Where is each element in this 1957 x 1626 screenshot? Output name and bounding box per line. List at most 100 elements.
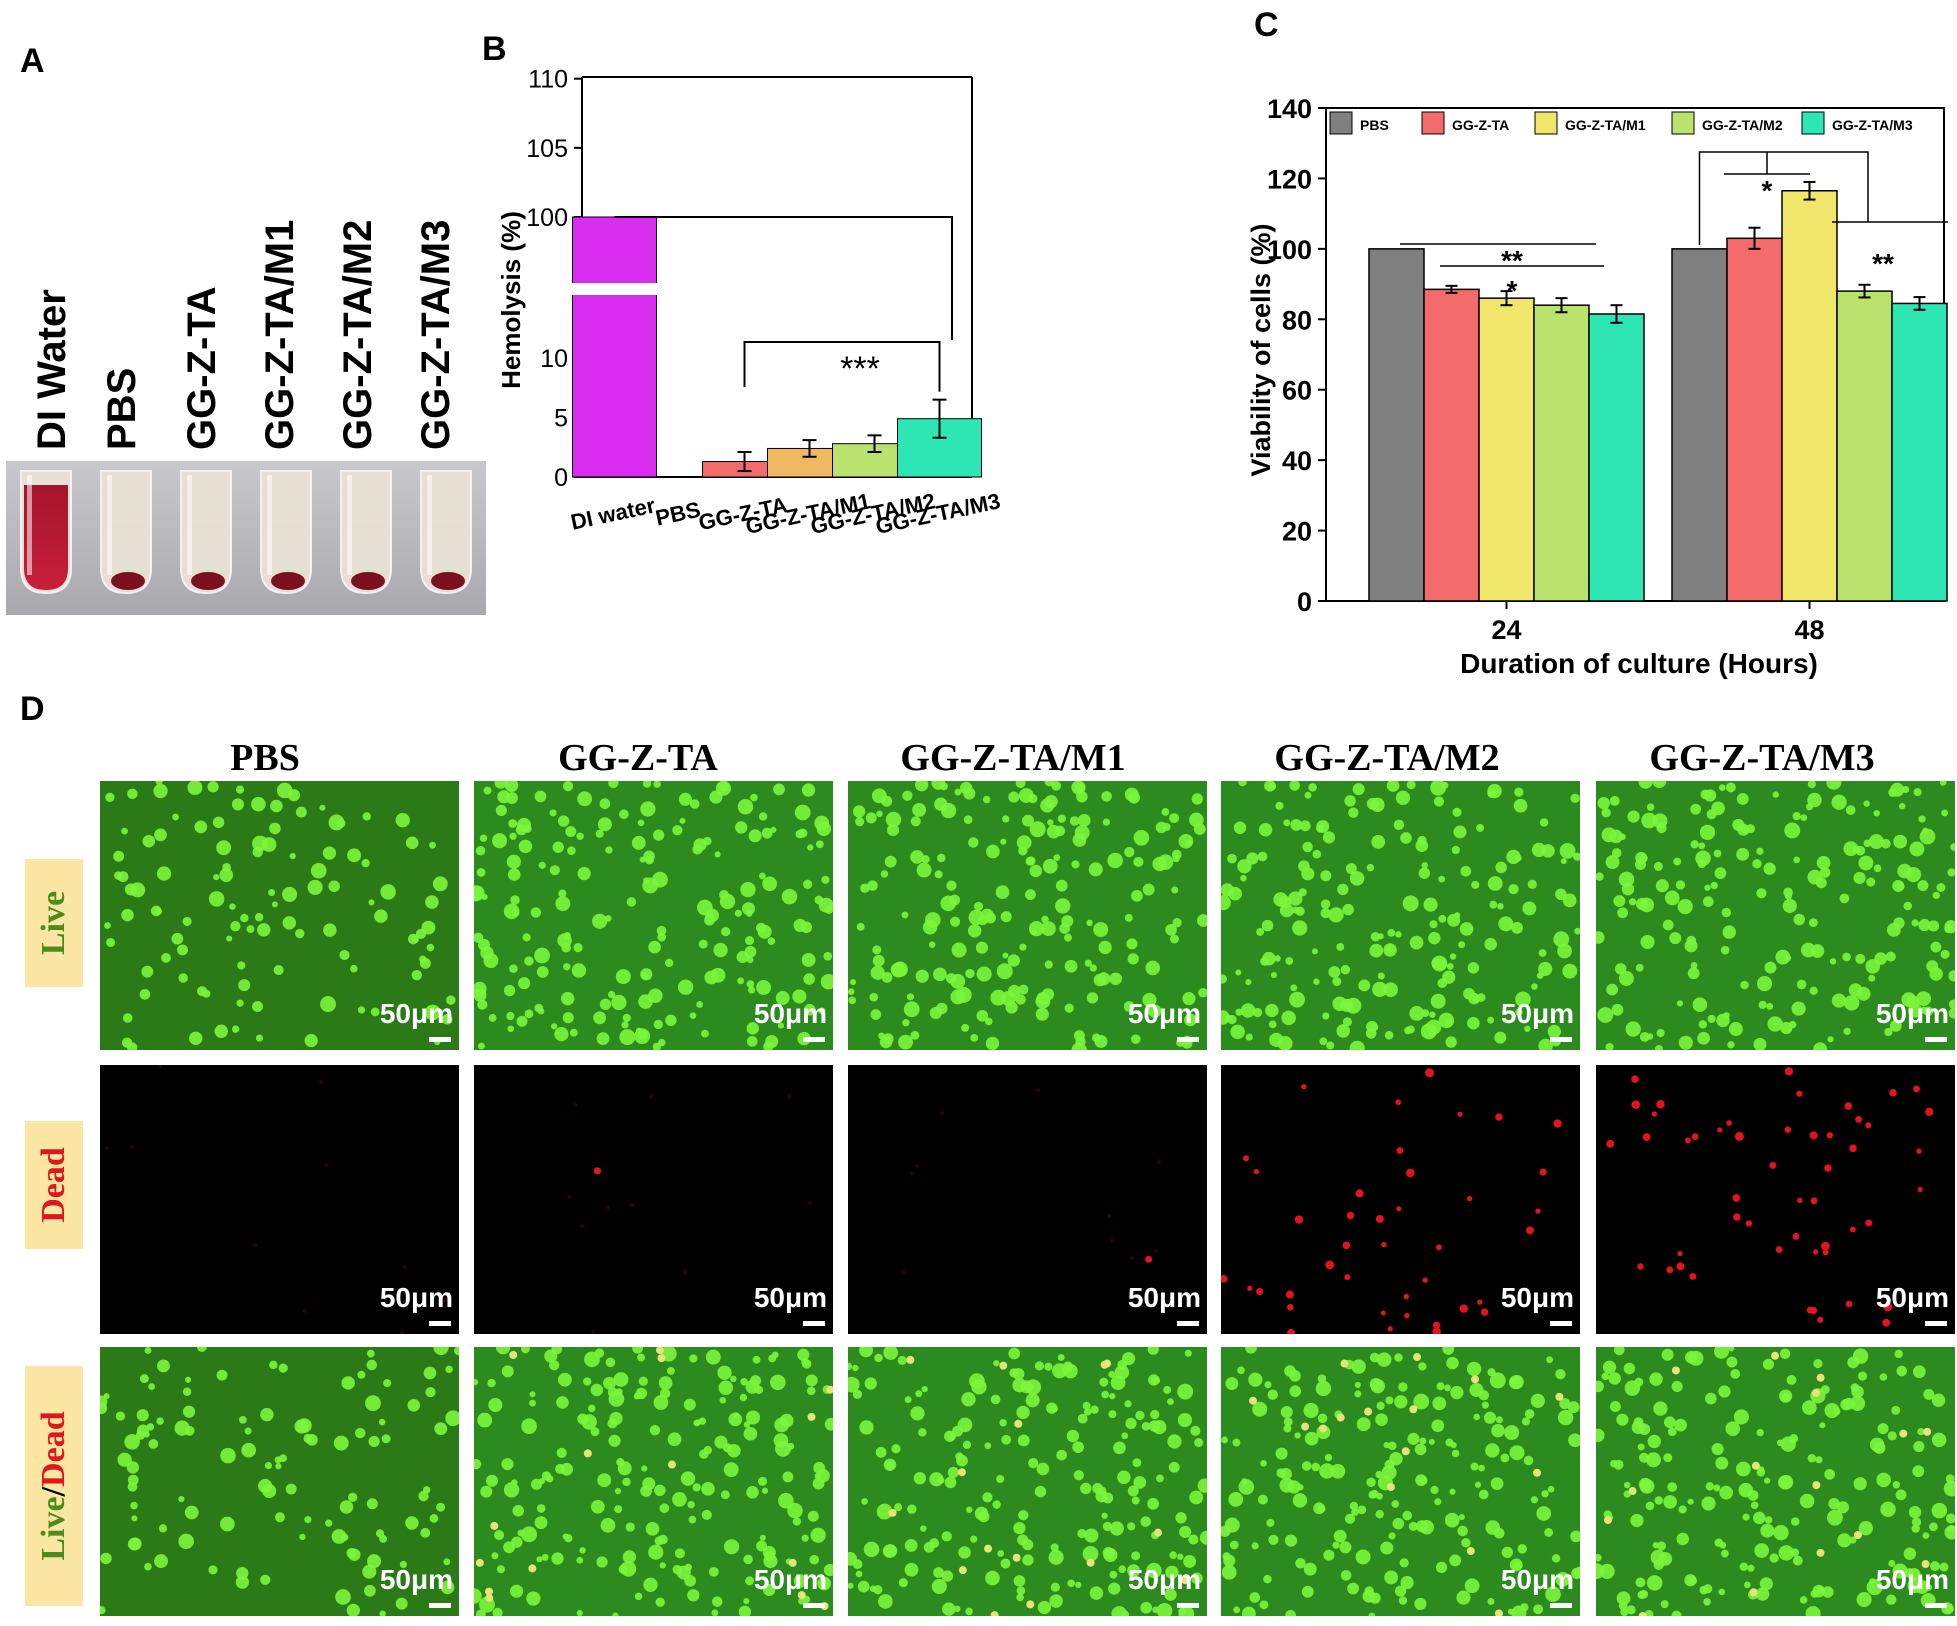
- live-cell: [374, 909, 388, 923]
- live-cell: [1029, 864, 1043, 878]
- live-cell: [1930, 941, 1942, 953]
- live-cell: [1778, 1545, 1794, 1561]
- live-cell: [1918, 815, 1926, 823]
- live-cell: [1690, 962, 1698, 969]
- live-cell: [1064, 959, 1078, 973]
- live-cell: [1650, 1549, 1666, 1565]
- live-cell: [1080, 1482, 1092, 1495]
- live-cell: [1515, 1008, 1523, 1016]
- live-cell: [817, 1576, 832, 1591]
- live-cell: [295, 806, 307, 818]
- live-cell: [1365, 1028, 1377, 1039]
- merged-cell: [1012, 1553, 1021, 1562]
- live-cell: [1063, 1363, 1078, 1379]
- live-cell: [236, 999, 244, 1007]
- live-cell: [411, 969, 423, 981]
- tube-label-pbs: PBS: [100, 367, 144, 450]
- live-cell: [1530, 1393, 1545, 1408]
- merged-cell: [906, 1355, 915, 1364]
- live-cell: [1438, 914, 1447, 923]
- live-cell: [1227, 853, 1237, 864]
- live-cell: [1740, 980, 1749, 990]
- live-cell: [1432, 1396, 1447, 1411]
- live-cell: [1764, 1516, 1773, 1524]
- live-cell: [520, 1347, 530, 1354]
- scale-bar-label: 50μm: [1500, 998, 1574, 1029]
- live-cell: [1245, 979, 1252, 986]
- live-cell: [1366, 797, 1379, 810]
- live-cell: [558, 1372, 572, 1387]
- live-cell: [1352, 783, 1365, 796]
- live-cell: [1077, 1528, 1087, 1539]
- tube-blood-pellet: [191, 572, 225, 590]
- live-cell: [509, 832, 517, 840]
- live-cell: [1467, 962, 1480, 974]
- live-cell: [184, 1505, 199, 1520]
- live-cell: [1385, 945, 1394, 953]
- dead-cell: [1285, 1290, 1294, 1299]
- live-cell: [1084, 959, 1092, 967]
- live-cell: [1868, 974, 1876, 982]
- dead-cell: [1480, 1308, 1489, 1316]
- live-cell: [1016, 1405, 1030, 1420]
- live-cell: [1095, 1489, 1108, 1503]
- live-cell: [1676, 1000, 1684, 1007]
- merged-cell: [1749, 1588, 1758, 1597]
- live-cell: [581, 1414, 597, 1430]
- live-cell: [117, 1452, 132, 1467]
- live-cell: [1304, 1431, 1319, 1446]
- live-cell: [563, 963, 571, 971]
- faint-cell: [104, 1146, 109, 1151]
- live-cell: [1885, 951, 1896, 962]
- live-cell: [1660, 1600, 1669, 1609]
- live-cell: [944, 1430, 956, 1442]
- live-cell: [1725, 782, 1736, 793]
- live-cell: [310, 862, 327, 879]
- live-cell: [357, 1006, 366, 1014]
- live-cell: [801, 1358, 809, 1366]
- scale-bar: [1177, 1603, 1199, 1608]
- live-cell: [432, 876, 448, 892]
- live-cell: [503, 1482, 520, 1498]
- live-cell: [1044, 795, 1058, 809]
- live-cell: [1328, 907, 1344, 923]
- live-cell: [1697, 1031, 1711, 1045]
- live-cell: [122, 1013, 133, 1023]
- merged-cell: [1319, 1424, 1328, 1433]
- live-cell: [1280, 1406, 1293, 1419]
- live-cell: [1891, 1405, 1901, 1415]
- live-cell: [1167, 1434, 1182, 1449]
- live-cell: [1000, 911, 1012, 923]
- live-cell: [1421, 1009, 1430, 1018]
- live-cell: [240, 913, 249, 923]
- live-cell: [653, 1395, 669, 1410]
- live-cell: [1402, 1510, 1413, 1521]
- live-cell: [156, 1417, 164, 1425]
- live-cell: [1690, 840, 1699, 849]
- live-cell: [1131, 890, 1143, 902]
- dead-cell: [1865, 1122, 1872, 1129]
- live-cell: [1929, 1522, 1938, 1532]
- live-cell: [333, 1435, 349, 1451]
- live-cell: [1822, 1586, 1834, 1598]
- live-cell: [368, 899, 375, 906]
- live-cell: [1853, 1477, 1867, 1491]
- live-cell: [1418, 867, 1431, 879]
- live-cell: [815, 840, 824, 849]
- live-cell: [1940, 949, 1950, 959]
- live-cell: [1351, 1508, 1359, 1516]
- live-cell: [605, 846, 613, 854]
- live-cell: [429, 841, 436, 849]
- live-cell: [488, 1397, 503, 1413]
- live-cell: [1415, 839, 1429, 852]
- live-cell: [1637, 1443, 1645, 1451]
- live-cell: [1647, 1434, 1661, 1449]
- live-cell: [637, 819, 645, 827]
- live-cell: [322, 846, 337, 860]
- live-cell: [1884, 1027, 1893, 1037]
- live-cell: [405, 1516, 419, 1530]
- live-cell: [816, 1469, 830, 1483]
- live-cell: [1571, 1567, 1580, 1580]
- live-cell: [1908, 1505, 1922, 1519]
- live-cell: [778, 1492, 794, 1509]
